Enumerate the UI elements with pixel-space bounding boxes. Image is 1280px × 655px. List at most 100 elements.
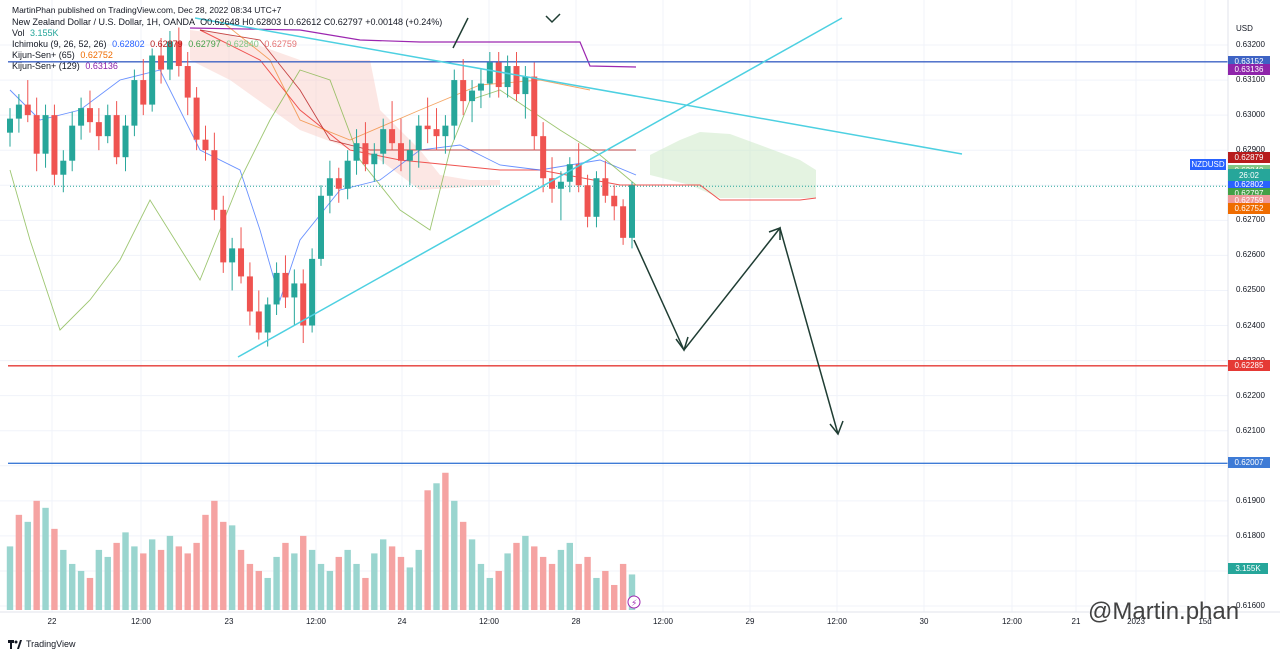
conversion-line <box>9 69 637 302</box>
candle-body <box>522 76 529 95</box>
ichimoku-span-a-value: 0.62840 <box>226 39 259 49</box>
price-tag: 0.62802 <box>1228 178 1270 190</box>
volume-bar <box>33 500 40 610</box>
candle-body <box>344 160 351 189</box>
trend-drawings[interactable] <box>194 13 963 436</box>
volume-bar <box>486 577 494 610</box>
ichimoku-label: Ichimoku (9, 26, 52, 26) <box>12 39 107 49</box>
offscreen-arrow-head <box>545 13 561 24</box>
candle-body <box>7 118 13 133</box>
time-axis-label: 12:00 <box>826 617 848 626</box>
time-axis-label: 28 <box>571 617 581 626</box>
volume-bar <box>282 542 289 610</box>
ichimoku-lagging-value: 0.62797 <box>188 39 221 49</box>
volume-bar <box>24 521 31 610</box>
candle-body <box>433 129 440 137</box>
candle-body <box>184 66 191 98</box>
tradingview-footer[interactable]: TradingView <box>8 639 76 649</box>
volume-bar <box>86 577 94 610</box>
volume-bar <box>51 528 58 610</box>
tradingview-logo-icon <box>8 639 22 649</box>
candle-body <box>246 276 253 312</box>
candle-body <box>389 129 396 144</box>
candle-body <box>504 66 511 88</box>
volume-bar <box>211 500 218 610</box>
volume-bar <box>371 553 378 610</box>
candle-body <box>104 115 111 137</box>
candle-body <box>264 304 271 333</box>
candle-body <box>51 115 58 175</box>
volume-bar <box>513 542 520 610</box>
kijun-65-value: 0.62752 <box>80 50 113 60</box>
volume-bar <box>60 549 67 610</box>
price-axis-label: 0.62700 <box>1236 215 1265 225</box>
price-axis-label: 0.62200 <box>1236 390 1265 400</box>
symbol-price-tag: NZDUSD <box>1190 159 1226 170</box>
arrow-head-3 <box>829 420 844 436</box>
candle-body <box>326 178 333 196</box>
price-axis-label: 0.62500 <box>1236 285 1265 295</box>
volume-bar <box>619 563 627 610</box>
volume-legend[interactable]: Vol 3.155K <box>12 28 59 38</box>
ichimoku-legend[interactable]: Ichimoku (9, 26, 52, 26) 0.62802 0.62879… <box>12 39 297 49</box>
price-axis-label: 0.62100 <box>1236 425 1265 435</box>
volume-bar <box>264 577 271 610</box>
volume-bar <box>42 507 49 610</box>
candle-body <box>122 125 129 158</box>
price-axis-label: 0.61800 <box>1236 530 1265 540</box>
candle-body <box>415 125 422 151</box>
candle-body <box>335 178 342 189</box>
volume-bar <box>193 542 200 610</box>
candle-body <box>309 258 316 326</box>
candle-body <box>629 185 635 238</box>
volume-bar <box>504 553 511 610</box>
symbol-title[interactable]: New Zealand Dollar / U.S. Dollar, 1H, OA… <box>12 17 442 27</box>
price-tag: 0.62285 <box>1228 359 1270 371</box>
kijun-129-label: Kijun-Sen+ (129) <box>12 61 80 71</box>
price-tag: 0.62759 <box>1228 194 1270 206</box>
price-axis-label: 0.63100 <box>1236 75 1265 85</box>
volume-bar <box>451 500 458 610</box>
symbol-name: New Zealand Dollar / U.S. Dollar, 1H, OA… <box>12 17 195 27</box>
candle-body <box>69 125 76 161</box>
time-axis-label: 23 <box>224 617 234 626</box>
kijun-129-legend[interactable]: Kijun-Sen+ (129) 0.63136 <box>12 61 118 71</box>
volume-bar <box>255 570 262 610</box>
candle-body <box>86 108 93 123</box>
indicator-lines <box>9 19 1228 331</box>
volume-bar <box>628 574 636 610</box>
ichimoku-cloud <box>190 30 816 198</box>
volume-bar <box>548 563 556 610</box>
candle-body <box>406 150 413 161</box>
volume-value-tag: 3.155K <box>1228 563 1268 574</box>
candle-body <box>362 143 369 165</box>
time-axis-label: 12:00 <box>130 617 152 626</box>
candle-body <box>282 272 289 298</box>
candle-body <box>193 97 200 140</box>
volume-bar <box>575 563 582 610</box>
candle-body <box>593 178 600 217</box>
volume-bar <box>95 549 103 610</box>
descending-trendline <box>194 17 963 155</box>
horizontal-levels[interactable] <box>8 61 1228 464</box>
volume-bar <box>184 553 191 610</box>
volume-bar <box>113 542 120 610</box>
candle-body <box>620 206 627 238</box>
kijun-129-line <box>189 27 637 68</box>
volume-bar <box>140 553 147 610</box>
volume-bar <box>406 567 414 610</box>
time-axis-label: 24 <box>397 617 407 626</box>
candle-body <box>397 143 404 161</box>
dividend-event-icon[interactable] <box>627 595 641 609</box>
kijun-65-legend[interactable]: Kijun-Sen+ (65) 0.62752 <box>12 50 113 60</box>
volume-bar <box>148 539 156 610</box>
candle-body <box>60 160 67 175</box>
volume-bar <box>353 563 360 610</box>
volume-bar <box>175 546 183 610</box>
volume-bar <box>15 514 23 610</box>
candle-body <box>540 136 547 179</box>
volume-bar <box>300 535 307 610</box>
candle-body <box>557 181 564 189</box>
price-tag: 0.62007 <box>1228 457 1270 469</box>
